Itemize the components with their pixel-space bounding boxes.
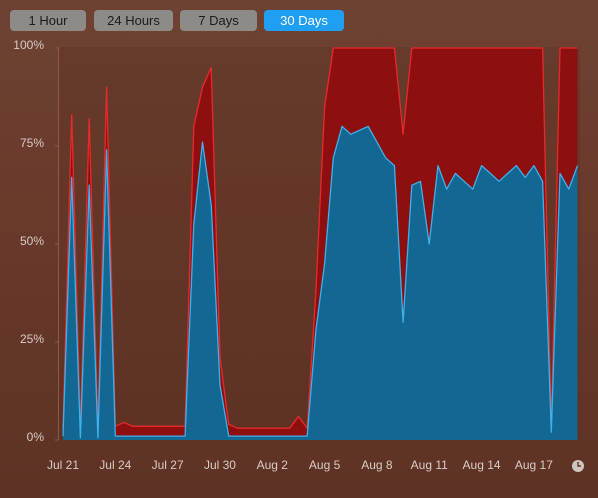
area [63, 126, 578, 441]
y-tick-label: 100% [13, 38, 44, 52]
x-tick-label: Aug 11 [411, 458, 448, 472]
tab[interactable]: 24 Hours [94, 10, 173, 31]
area-line [62, 47, 578, 429]
y-tick-label: 75% [20, 136, 44, 150]
x-tick-label: Jul 21 [47, 458, 79, 472]
y-tick-label: 50% [20, 234, 44, 248]
tab[interactable]: 7 Days [180, 10, 257, 31]
area-line [62, 125, 579, 439]
y-tick-label: 0% [27, 430, 45, 444]
x-tick-label: Jul 27 [152, 458, 184, 472]
x-tick-label: Aug 14 [463, 458, 501, 472]
x-tick-label: Aug 8 [361, 458, 393, 472]
x-tick-label: Aug 2 [257, 458, 289, 472]
x-tick-label: Aug 17 [515, 458, 553, 472]
x-tick-label: Aug 5 [309, 458, 341, 472]
y-tick-label: 25% [20, 332, 44, 346]
tab[interactable]: 1 Hour [10, 10, 86, 31]
clock-icon [572, 460, 584, 472]
x-tick-label: Jul 30 [204, 458, 236, 472]
tab-selected[interactable]: 30 Days [264, 10, 344, 31]
x-tick-label: Jul 24 [99, 458, 131, 472]
